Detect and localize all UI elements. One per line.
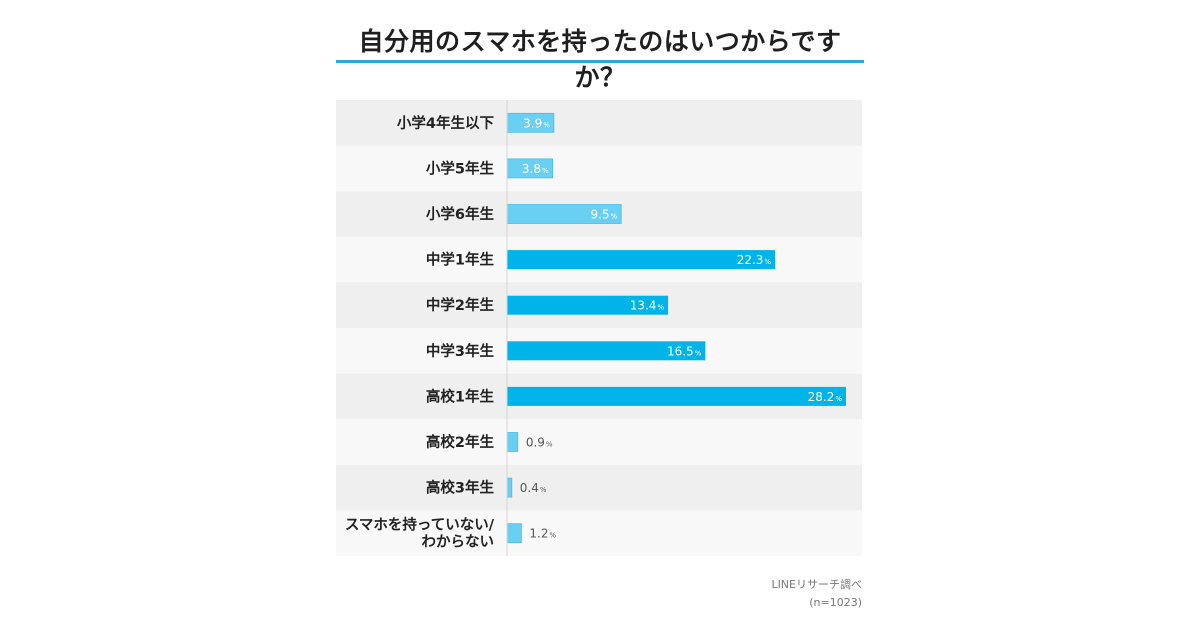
category-label: 小学5年生 <box>426 159 495 177</box>
category-label: 高校3年生 <box>426 479 495 497</box>
category-label: 高校1年生 <box>426 387 495 405</box>
bar <box>507 341 706 361</box>
value-label: 3.9% <box>523 116 550 130</box>
bar <box>507 295 669 315</box>
title-underline <box>336 60 864 63</box>
value-label: 3.8% <box>522 162 549 176</box>
bar <box>506 477 513 498</box>
bar <box>506 432 519 452</box>
bar <box>507 250 776 270</box>
value-label: 0.4% <box>520 481 547 495</box>
value-label: 0.9% <box>526 436 553 450</box>
bar <box>507 386 846 406</box>
source-label: LINEリサーチ調べ <box>771 578 862 591</box>
row-background <box>336 145 862 192</box>
row-background <box>336 510 862 556</box>
category-label: 小学6年生 <box>426 205 495 223</box>
row-background <box>336 419 862 465</box>
row-background <box>336 100 862 146</box>
category-label: 高校2年生 <box>426 433 495 451</box>
bar <box>506 523 522 544</box>
value-label: 28.2% <box>808 390 843 404</box>
source-note: LINEリサーチ調べ (n=1023) <box>771 576 862 612</box>
sample-size: (n=1023) <box>809 596 862 609</box>
category-label: 中学2年生 <box>426 296 495 314</box>
value-label: 22.3% <box>737 253 772 267</box>
value-label: 16.5% <box>667 344 702 358</box>
chart-title: 自分用のスマホを持ったのはいつからですか？ <box>358 27 842 92</box>
category-label: 小学4年生以下 <box>397 114 494 132</box>
value-label: 9.5% <box>590 208 617 222</box>
row-background <box>336 464 862 511</box>
category-label: 中学3年生 <box>426 342 495 360</box>
value-label: 1.2% <box>529 527 556 541</box>
value-label: 13.4% <box>630 299 665 313</box>
category-label: 中学1年生 <box>426 251 495 269</box>
category-label: スマホを持っていない/わからない <box>345 516 495 551</box>
